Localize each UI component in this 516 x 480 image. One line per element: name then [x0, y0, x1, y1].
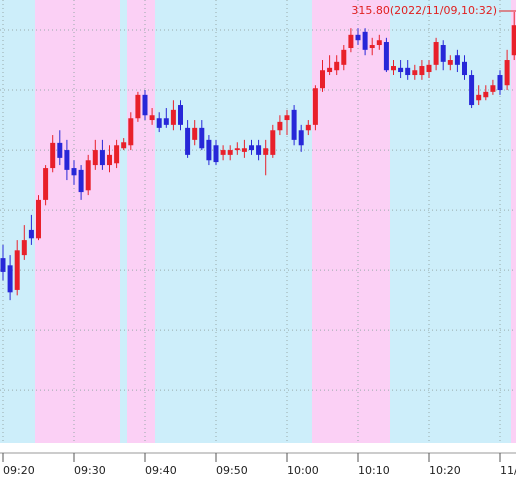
candle-body	[234, 148, 240, 151]
candle-body	[142, 94, 148, 116]
x-tick-label: 10:00	[287, 464, 319, 477]
candle-body	[462, 61, 467, 76]
candle-body	[156, 118, 162, 128]
candle-body	[36, 199, 41, 239]
x-tick-label: 11/	[500, 464, 516, 477]
candle-body	[227, 150, 233, 155]
x-tick-label: 09:20	[3, 464, 35, 477]
candle-body	[369, 45, 375, 49]
candle-body	[483, 91, 489, 98]
candle-body	[362, 31, 368, 50]
candle-body	[334, 61, 340, 71]
candle-body	[71, 168, 77, 176]
candle-body	[220, 150, 226, 155]
candle-body	[241, 148, 247, 152]
candle-body	[78, 169, 84, 193]
x-tick-label: 09:50	[216, 464, 248, 477]
x-tick-label: 10:20	[429, 464, 461, 477]
candle-body	[426, 64, 432, 73]
candle-body	[213, 145, 219, 163]
candle-body	[405, 67, 411, 76]
annotation: 315.80(2022/11/09,10:32)	[351, 4, 497, 17]
candle-body	[263, 148, 269, 155]
candle-body	[206, 139, 212, 161]
candle-body	[64, 150, 70, 170]
candle-body	[341, 49, 347, 65]
candle-body	[114, 145, 120, 164]
candle-body	[128, 118, 134, 146]
candle-body	[14, 250, 20, 290]
candle-body	[185, 127, 191, 155]
candle-body	[497, 75, 503, 91]
candle-body	[312, 88, 318, 125]
candle-body	[57, 142, 63, 158]
candle-body	[440, 45, 446, 62]
candle-body	[256, 145, 262, 155]
candle-body	[192, 127, 198, 140]
x-tick-label: 10:10	[358, 464, 390, 477]
candle-body	[355, 34, 361, 41]
candle-body	[284, 115, 290, 121]
band	[511, 0, 516, 443]
candle-body	[99, 150, 105, 166]
candle-body	[92, 150, 98, 166]
candle-body	[277, 121, 283, 131]
candle-body	[511, 25, 516, 56]
candle-body	[107, 154, 112, 166]
band	[312, 0, 390, 443]
candle-body	[327, 67, 333, 73]
candle-body	[28, 229, 34, 239]
candle-body	[163, 118, 169, 125]
candle-body	[21, 240, 27, 256]
candle-body	[412, 70, 418, 76]
candle-body	[178, 105, 183, 125]
candle-body	[469, 75, 475, 106]
candle-body	[320, 70, 325, 89]
candle-body	[419, 66, 425, 76]
candle-body	[85, 160, 91, 191]
candle-body	[298, 130, 304, 146]
candle-body	[199, 127, 205, 149]
candle-body	[170, 109, 176, 125]
candle-body	[433, 42, 439, 65]
band	[35, 0, 120, 443]
candle-body	[454, 55, 460, 65]
candle-body	[504, 60, 510, 86]
band	[127, 0, 155, 443]
candle-body	[249, 145, 254, 151]
candle-body	[383, 42, 389, 71]
candle-body	[476, 94, 482, 101]
candle-body	[291, 109, 297, 140]
candle-body	[43, 168, 49, 200]
candle-body	[490, 85, 496, 92]
candle-body	[121, 142, 127, 149]
x-tick-label: 09:30	[74, 464, 106, 477]
candle-body	[270, 130, 276, 155]
candle-body	[149, 115, 155, 121]
candle-body	[135, 94, 141, 119]
candle-body	[50, 142, 56, 169]
candle-body	[391, 66, 396, 71]
candle-body	[376, 40, 382, 46]
candle-body	[305, 124, 311, 131]
candle-body	[0, 258, 6, 272]
x-tick-label: 09:40	[145, 464, 177, 477]
candle-body	[398, 67, 404, 73]
candle-body	[447, 60, 453, 65]
candle-body	[7, 265, 13, 293]
candle-body	[348, 34, 354, 49]
